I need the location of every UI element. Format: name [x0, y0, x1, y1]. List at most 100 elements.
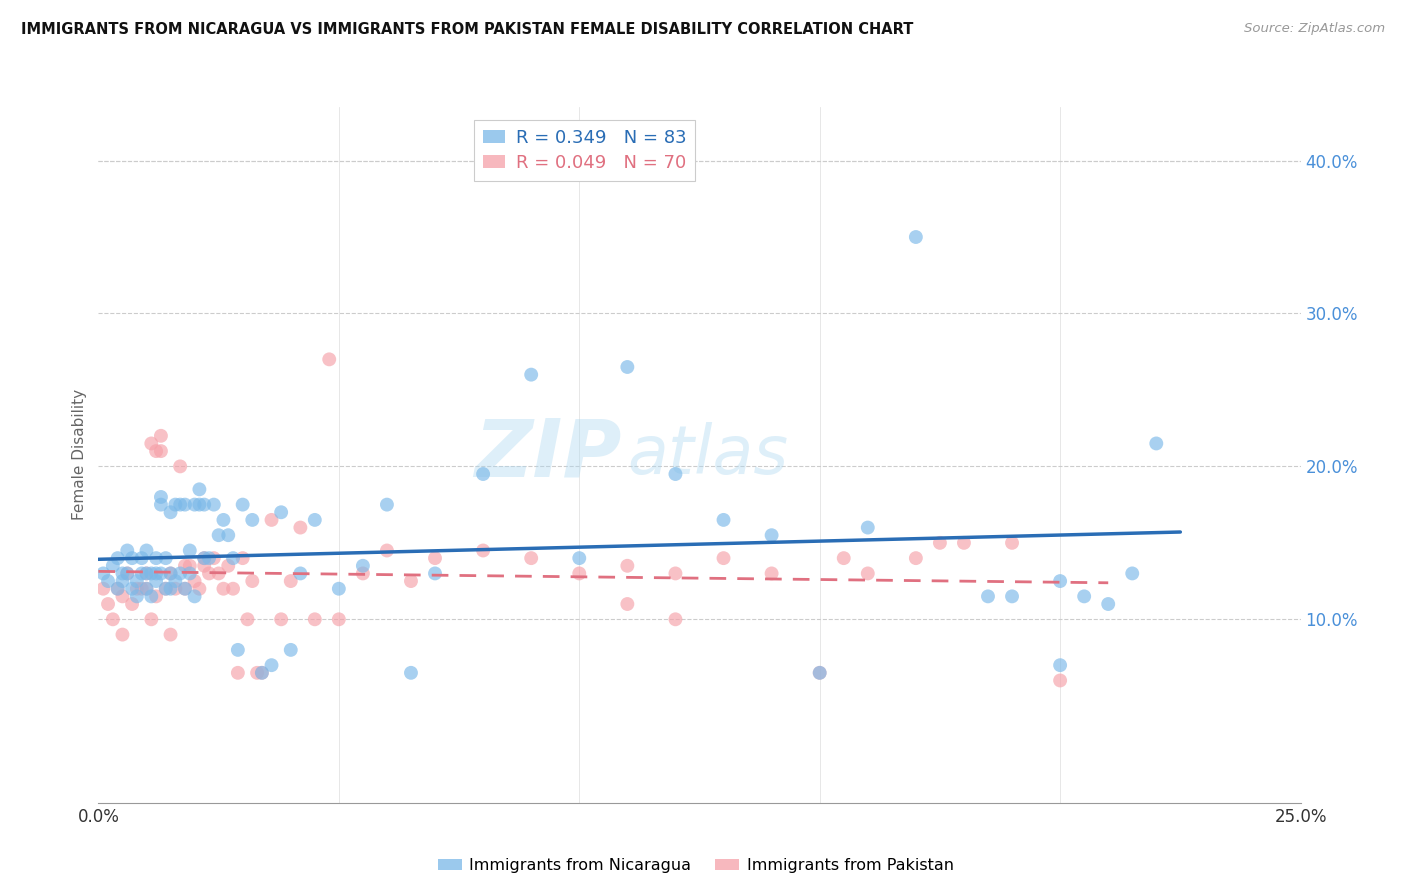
Point [145, 551, 167, 566]
Point [135, 582, 157, 596]
Point [208, 528, 231, 542]
Point [520, 551, 543, 566]
Point [188, 582, 211, 596]
Point [352, 566, 374, 581]
Point [250, 665, 273, 680]
Point [904, 230, 927, 244]
Point [616, 359, 638, 374]
Point [318, 352, 340, 367]
Point [1073, 590, 1095, 604]
Point [664, 612, 686, 626]
Point [101, 612, 124, 626]
Point [141, 566, 163, 581]
Point [179, 543, 201, 558]
Point [217, 558, 239, 573]
Point [91, 566, 114, 581]
Point [761, 528, 783, 542]
Point [713, 551, 735, 566]
Point [280, 574, 302, 588]
Point [270, 505, 292, 519]
Point [232, 551, 254, 566]
Point [472, 543, 495, 558]
Point [832, 551, 855, 566]
Point [135, 566, 157, 581]
Point [183, 590, 205, 604]
Point [808, 665, 831, 680]
Point [977, 590, 1000, 604]
Point [953, 536, 976, 550]
Point [1049, 574, 1071, 588]
Point [117, 566, 139, 581]
Point [117, 566, 139, 581]
Point [125, 574, 148, 588]
Point [174, 558, 197, 573]
Point [212, 582, 235, 596]
Point [616, 558, 638, 573]
Point [856, 520, 879, 534]
Text: IMMIGRANTS FROM NICARAGUA VS IMMIGRANTS FROM PAKISTAN FEMALE DISABILITY CORRELAT: IMMIGRANTS FROM NICARAGUA VS IMMIGRANTS … [21, 22, 914, 37]
Point [169, 459, 191, 474]
Point [1001, 536, 1024, 550]
Point [222, 582, 245, 596]
Point [202, 498, 225, 512]
Point [928, 536, 950, 550]
Point [246, 665, 269, 680]
Point [236, 612, 259, 626]
Point [107, 582, 129, 596]
Point [149, 566, 172, 581]
Point [304, 612, 326, 626]
Point [107, 551, 129, 566]
Point [145, 574, 167, 588]
Point [121, 597, 143, 611]
Point [198, 551, 221, 566]
Point [145, 566, 167, 581]
Point [121, 551, 143, 566]
Point [101, 558, 124, 573]
Point [193, 558, 215, 573]
Point [169, 566, 191, 581]
Point [97, 574, 120, 588]
Point [856, 566, 879, 581]
Point [141, 590, 163, 604]
Point [217, 528, 239, 542]
Point [183, 498, 205, 512]
Point [193, 551, 215, 566]
Point [399, 574, 422, 588]
Text: Source: ZipAtlas.com: Source: ZipAtlas.com [1244, 22, 1385, 36]
Legend: Immigrants from Nicaragua, Immigrants from Pakistan: Immigrants from Nicaragua, Immigrants fr… [432, 852, 960, 880]
Text: ZIP: ZIP [474, 416, 621, 494]
Point [226, 643, 249, 657]
Point [165, 582, 187, 596]
Point [155, 582, 177, 596]
Point [664, 566, 686, 581]
Point [198, 566, 221, 581]
Text: atlas: atlas [627, 422, 789, 488]
Point [131, 582, 153, 596]
Point [159, 627, 181, 641]
Point [188, 483, 211, 497]
Point [97, 597, 120, 611]
Point [174, 582, 197, 596]
Point [208, 566, 231, 581]
Point [179, 558, 201, 573]
Legend: R = 0.349   N = 83, R = 0.049   N = 70: R = 0.349 N = 83, R = 0.049 N = 70 [474, 120, 696, 181]
Point [165, 498, 187, 512]
Point [155, 582, 177, 596]
Point [616, 597, 638, 611]
Point [328, 582, 350, 596]
Point [141, 436, 163, 450]
Point [232, 498, 254, 512]
Point [713, 513, 735, 527]
Point [125, 590, 148, 604]
Point [222, 551, 245, 566]
Point [1121, 566, 1143, 581]
Point [808, 665, 831, 680]
Point [904, 551, 927, 566]
Point [260, 658, 283, 673]
Point [159, 566, 181, 581]
Point [226, 665, 249, 680]
Point [290, 566, 312, 581]
Point [111, 590, 134, 604]
Point [165, 574, 187, 588]
Point [399, 665, 422, 680]
